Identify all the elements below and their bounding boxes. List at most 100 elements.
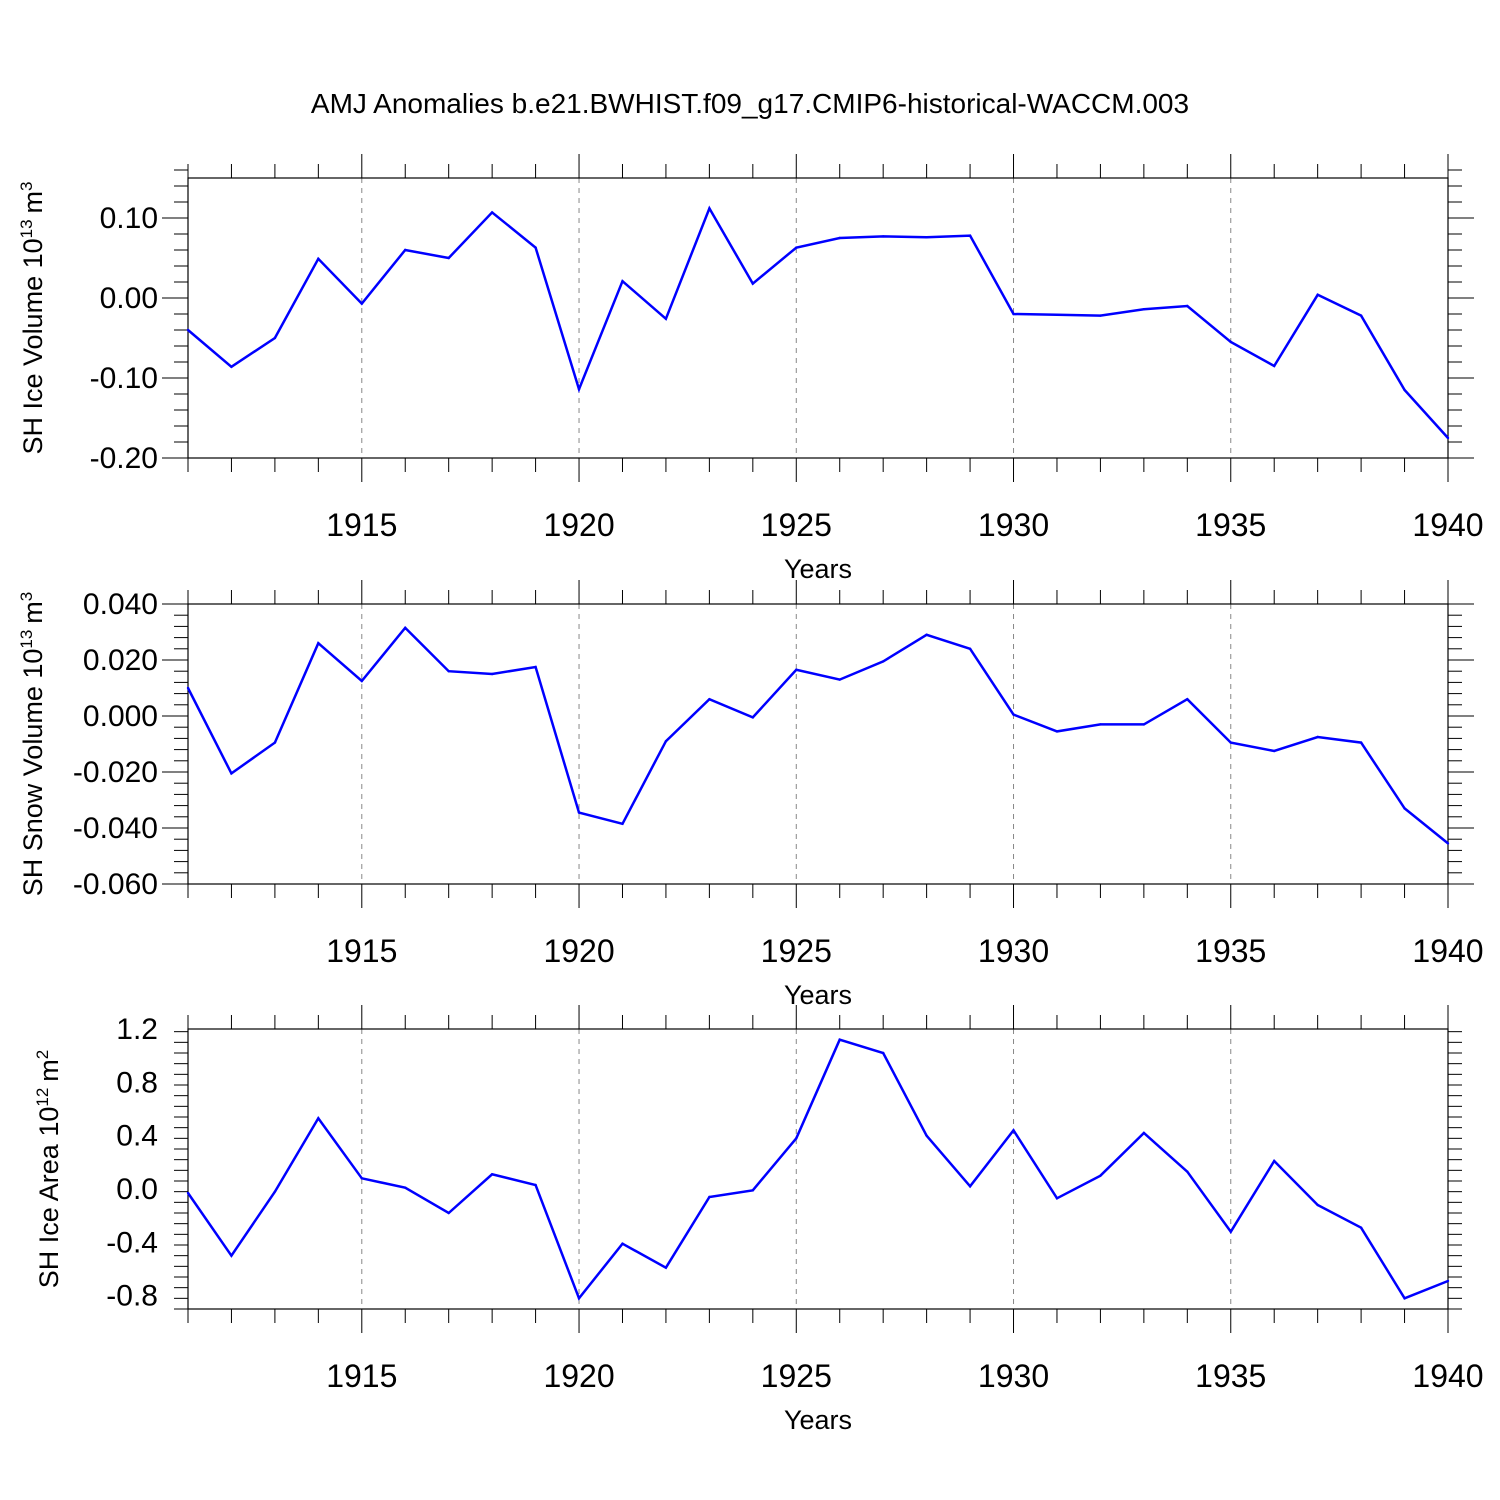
data-point — [968, 1185, 972, 1188]
y-axis-label-text: SH Ice Volume 10 — [18, 238, 48, 454]
data-point — [1316, 293, 1319, 296]
x-axis-label: Years — [784, 1405, 852, 1435]
data-point — [664, 1266, 668, 1269]
data-point — [838, 678, 841, 681]
data-point — [1359, 314, 1363, 317]
y-tick-label: -0.4 — [106, 1226, 158, 1259]
plot-frame — [187, 177, 1449, 459]
data-point — [577, 1297, 581, 1300]
y-tick-label: -0.10 — [90, 362, 158, 395]
data-point — [1012, 312, 1015, 316]
data-point — [1055, 313, 1059, 316]
data-point — [881, 235, 885, 238]
data-point — [360, 1177, 363, 1180]
data-point — [751, 282, 755, 285]
data-point — [1403, 807, 1406, 810]
series-line — [187, 205, 1449, 439]
y-tick-label: -0.20 — [90, 442, 158, 475]
data-point — [1273, 364, 1276, 368]
data-point — [1055, 730, 1059, 733]
x-tick-label: 1925 — [761, 933, 832, 969]
y-tick-label: -0.020 — [73, 756, 158, 789]
data-point — [795, 1137, 798, 1140]
x-tick-label: 1915 — [326, 1358, 397, 1394]
y-axis-label-unit: m — [18, 601, 48, 624]
x-tick-label: 1935 — [1195, 1358, 1266, 1394]
data-point — [404, 626, 407, 629]
y-axis-label-text: SH Snow Volume 10 — [18, 649, 48, 897]
data-point — [1316, 735, 1319, 739]
plot-frame — [187, 1028, 1449, 1310]
y-axis-label-unit: m — [18, 191, 48, 214]
y-axis-label-exponent: 12 — [33, 1088, 52, 1107]
x-tick-label: 1930 — [978, 933, 1049, 969]
data-point — [1012, 1129, 1015, 1132]
x-tick-label: 1925 — [761, 1358, 832, 1394]
data-point — [447, 256, 450, 260]
data-point — [795, 246, 798, 249]
data-point — [708, 1195, 711, 1199]
data-point — [621, 280, 624, 283]
y-tick-label: 0.0 — [116, 1173, 158, 1206]
data-point — [273, 741, 277, 744]
data-point — [925, 633, 928, 636]
data-point — [490, 211, 494, 214]
x-tick-label: 1920 — [543, 507, 614, 543]
x-axis-label: Years — [784, 980, 852, 1010]
data-point — [1186, 698, 1189, 701]
data-point — [230, 772, 233, 775]
y-axis-label: SH Ice Volume 1013 m3 — [17, 181, 48, 454]
y-axis-label-text: SH Ice Area 10 — [34, 1107, 64, 1289]
x-tick-label: 1940 — [1412, 507, 1483, 543]
data-point — [1099, 314, 1102, 317]
data-point — [664, 317, 668, 320]
y-axis-label-unit-exponent: 3 — [17, 181, 36, 190]
x-tick-label: 1920 — [543, 1358, 614, 1394]
data-point — [534, 1183, 537, 1187]
data-point — [1359, 1226, 1363, 1229]
data-point — [1186, 1170, 1189, 1173]
data-point — [1229, 1230, 1232, 1233]
data-point — [621, 1242, 624, 1245]
data-point — [968, 234, 972, 237]
series-line — [186, 1038, 1449, 1301]
data-point — [230, 1254, 233, 1257]
data-point — [1229, 340, 1232, 344]
data-point — [447, 670, 450, 673]
data-point — [881, 1051, 885, 1055]
data-point — [1446, 436, 1450, 440]
series-line — [186, 625, 1449, 845]
panel-snow-volume: -0.060 -0.040 -0.020 0.000 0.020 0.040 1915 192… — [17, 580, 1484, 1010]
data-point — [925, 236, 928, 239]
data-point — [1446, 842, 1450, 845]
x-tick-label: 1915 — [326, 507, 397, 543]
data-point — [534, 246, 537, 249]
y-axis-label-exponent: 13 — [17, 219, 36, 238]
data-point — [230, 365, 233, 368]
data-point — [1055, 1197, 1059, 1200]
data-point — [1273, 1159, 1276, 1163]
panel-ice-volume: -0.20 -0.10 0.00 0.10 1915 1920 1925 1930 1935 19… — [17, 154, 1484, 584]
x-tick-label: 1935 — [1195, 933, 1266, 969]
y-tick-label: 1.2 — [116, 1013, 158, 1046]
y-axis-label: SH Ice Area 1012 m2 — [33, 1050, 64, 1289]
data-point — [708, 698, 711, 701]
y-axis-label-unit-exponent: 3 — [17, 592, 36, 601]
y-tick-label: -0.040 — [73, 812, 158, 845]
data-point — [1142, 308, 1146, 311]
data-point — [1403, 388, 1406, 392]
data-point — [1099, 1174, 1102, 1177]
data-point — [534, 665, 537, 669]
data-point — [1359, 741, 1363, 744]
y-tick-label: 0.00 — [100, 282, 158, 315]
y-tick-label: 0.4 — [116, 1120, 158, 1153]
data-point — [795, 668, 798, 671]
data-point — [317, 642, 320, 645]
data-point — [708, 207, 711, 210]
data-point — [1142, 1131, 1146, 1135]
data-point — [317, 257, 320, 260]
data-point — [404, 248, 407, 252]
x-tick-label: 1940 — [1412, 933, 1483, 969]
data-point — [664, 740, 668, 743]
data-point — [186, 1191, 190, 1195]
